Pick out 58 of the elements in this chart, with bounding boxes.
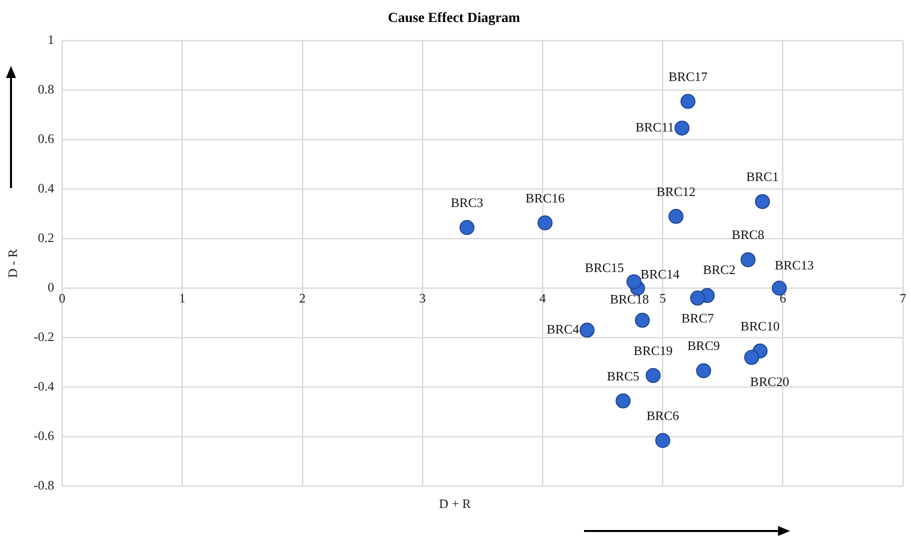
data-label: BRC14: [640, 266, 680, 282]
point: [680, 94, 696, 109]
x-tick-label: 6: [780, 290, 787, 306]
data-label: BRC5: [606, 368, 640, 384]
data-label: BRC15: [584, 260, 624, 276]
data-label: BRC17: [668, 68, 708, 84]
y-tick-label: 0.2: [38, 230, 54, 246]
point: [616, 393, 631, 408]
data-label: BRC11: [635, 120, 674, 135]
point: [626, 274, 642, 290]
y-tick-label: -0.4: [34, 378, 55, 394]
point: [754, 194, 770, 210]
point: [744, 350, 760, 365]
data-label: BRC13: [774, 258, 814, 273]
y-tick-label: -0.2: [34, 329, 54, 344]
y-tick-label: -0.6: [34, 428, 55, 443]
x-tick-label: 2: [299, 290, 306, 306]
data-label: BRC3: [450, 194, 484, 210]
x-tick-label: 3: [419, 290, 426, 306]
data-label: BRC20: [750, 374, 790, 389]
data-label: BRC18: [610, 292, 649, 307]
point: [674, 120, 690, 136]
y-tick-label: -0.8: [34, 477, 54, 492]
data-label: BRC10: [740, 318, 780, 334]
point: [655, 432, 670, 448]
data-label: BRC2: [702, 262, 736, 277]
x-tick-label: 7: [900, 290, 907, 306]
x-tick-label: 5: [660, 290, 666, 306]
x-axis-title: D + R: [439, 496, 471, 512]
x-tick-label: 1: [179, 290, 186, 306]
point: [668, 208, 684, 224]
point: [459, 220, 474, 236]
point: [580, 322, 595, 338]
data-label: BRC8: [732, 227, 764, 242]
data-label: BRC19: [634, 342, 673, 358]
point: [696, 363, 712, 378]
y-tick-label: 1: [48, 32, 54, 48]
point: [538, 215, 553, 230]
data-label: BRC6: [646, 408, 680, 423]
chart-title: Cause Effect Diagram: [388, 11, 520, 26]
data-label: BRC1: [746, 168, 779, 184]
y-tick-label: 0.6: [38, 131, 55, 146]
point: [740, 252, 756, 268]
data-label: BRC9: [687, 338, 720, 354]
point: [646, 368, 661, 383]
data-label: BRC16: [526, 190, 566, 206]
y-axis-title: D - R: [5, 248, 20, 278]
data-label: BRC7: [681, 310, 714, 326]
y-tick-label: 0.4: [38, 180, 55, 196]
data-label: BRC12: [656, 184, 696, 199]
y-tick-label: 0.8: [38, 82, 54, 97]
point: [690, 290, 706, 306]
point: [772, 280, 787, 296]
x-tick-label: 4: [539, 290, 546, 306]
y-tick-label: 0: [48, 280, 54, 295]
point: [634, 312, 650, 328]
data-label: BRC4: [546, 322, 580, 337]
x-tick-label: 0: [58, 290, 66, 306]
